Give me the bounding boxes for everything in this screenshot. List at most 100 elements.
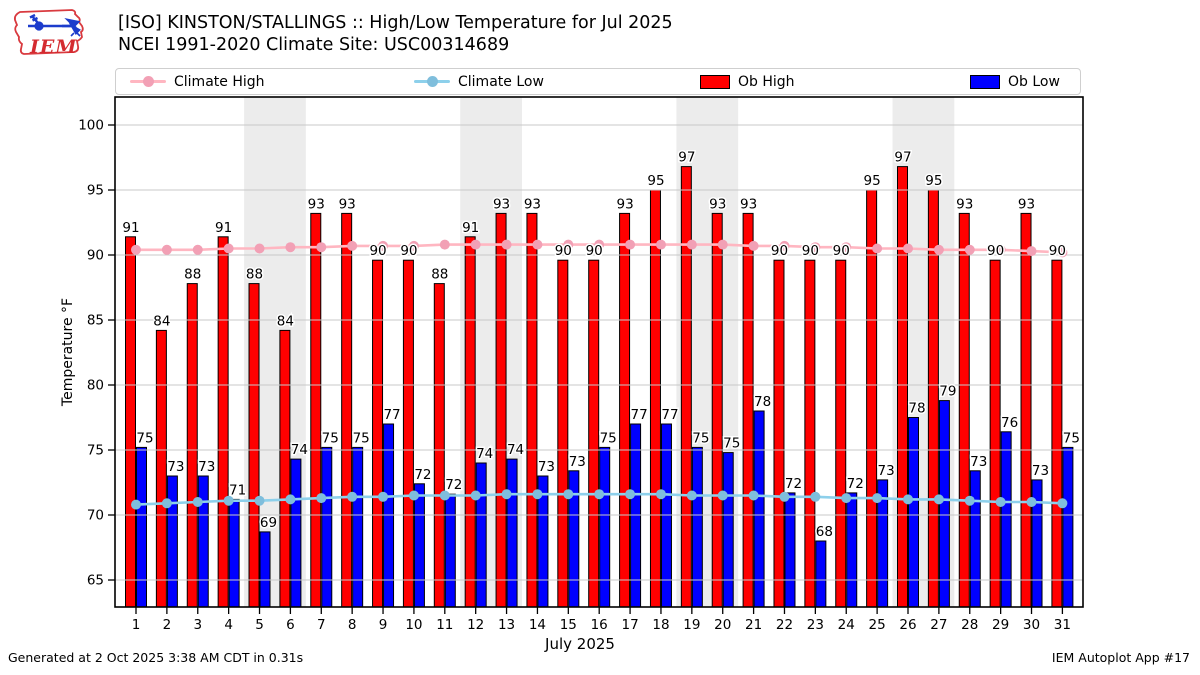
ob-high-bar-day-29 [989,259,1001,608]
climate-marker-day-19 [686,490,697,501]
climate-marker-day-29 [995,497,1006,507]
climate-marker-day-18 [655,239,666,250]
ob-low-bar-day-1 [136,446,147,608]
ob-high-swatch-icon [700,74,730,89]
climate-marker-day-26 [903,494,913,505]
climate-marker-day-12 [470,490,481,501]
x-tick-label-day-4: 4 [224,617,233,633]
ob-high-bar-day-23 [804,259,816,608]
ob-high-label-day-20: 93 [709,196,726,212]
ob-high-label-day-14: 93 [524,196,541,212]
ob-low-bar-day-28 [969,470,981,608]
ob-low-bar-day-7 [321,446,333,608]
ob-high-bar-day-19 [680,166,692,608]
ob-low-bar-day-4 [228,498,240,608]
x-tick-label-day-9: 9 [379,617,388,633]
x-tick-label-day-8: 8 [348,617,357,633]
climate-marker-day-13 [501,489,512,500]
ob-low-label-day-25: 73 [878,463,895,479]
y-tick-label: 70 [87,508,104,524]
ob-low-label-day-18: 77 [661,407,678,423]
x-tick-label-day-18: 18 [652,617,669,633]
climate-marker-day-1 [131,499,141,510]
x-tick-label-day-22: 22 [776,617,793,633]
climate-low-line [131,489,1068,510]
climate-high-line-icon [130,76,166,87]
ob-high-bar-day-22 [773,259,785,608]
ob-high-label-day-5: 88 [246,267,263,283]
climate-marker-day-28 [964,244,975,255]
climate-marker-day-2 [161,244,172,255]
x-tick-label-day-24: 24 [838,617,855,633]
iowa-outline-weathervane-icon [13,9,84,55]
ob-high-bar-day-21 [742,212,754,608]
ob-low-label-day-8: 75 [353,430,370,446]
ob-high-bar-day-31 [1051,259,1063,608]
y-tick-label: 80 [87,378,104,394]
climate-marker-day-20 [717,490,728,501]
ob-low-label-day-21: 78 [754,394,771,410]
ob-low-bar-day-2 [166,475,178,608]
x-tick-label-day-15: 15 [560,617,577,633]
ob-high-label-day-19: 97 [678,150,695,166]
generated-at-text: Generated at 2 Oct 2025 3:38 AM CDT in 0… [8,650,304,665]
ob-high-bar-day-11 [433,283,445,608]
ob-low-label-day-27: 79 [939,384,956,400]
x-tick-label-day-1: 1 [132,617,141,633]
ob-low-label-day-14: 73 [538,459,555,475]
ob-high-label-day-23: 90 [802,243,819,259]
climate-low-line-icon [414,76,450,87]
x-tick-label-day-26: 26 [899,617,916,633]
ob-high-label-day-17: 93 [616,196,633,212]
app-credit-text: IEM Autoplot App #17 [1051,650,1190,665]
climate-marker-day-26 [903,243,913,254]
climate-marker-day-3 [192,244,203,255]
ob-high-bar-day-7 [310,212,322,608]
ob-low-label-day-1: 75 [136,430,153,446]
x-tick-label-day-3: 3 [193,617,202,633]
climate-marker-day-30 [1026,246,1037,257]
climate-marker-day-8 [347,240,358,251]
ob-high-label-day-6: 84 [277,313,294,329]
ob-high-bar-day-2 [155,329,167,608]
ob-low-label-day-19: 75 [692,430,709,446]
ob-high-bar-day-30 [1020,212,1032,608]
ob-low-bar-day-26 [908,417,919,608]
climate-marker-day-23 [810,491,821,502]
ob-low-label-day-29: 76 [1001,415,1018,431]
climate-marker-day-22 [779,240,790,251]
climate-marker-day-1 [131,244,141,255]
x-tick-label-day-27: 27 [930,617,947,633]
x-axis: 1 2 3 4 5 6 7 8 9 10 11 12 13 14 15 16 17 18 19 20 21 22 23 24 2… [132,607,1071,633]
x-tick-label-day-20: 20 [714,617,731,633]
ob-low-label-day-24: 72 [847,476,864,492]
ob-high-label-day-25: 95 [864,173,881,189]
ob-high-bar-day-3 [186,283,198,608]
ob-low-label-day-7: 75 [322,430,339,446]
ob-high-bar-day-28 [958,212,970,608]
legend-item-ob-low: Ob Low [970,69,1060,94]
ob-low-bar-day-19 [691,446,703,608]
y-tick-label: 95 [87,183,104,199]
climate-marker-day-21 [748,240,759,251]
ob-high-label-day-4: 91 [215,220,232,236]
climate-marker-day-9 [378,491,389,502]
ob-low-label-day-30: 73 [1032,463,1049,479]
climate-marker-day-16 [594,489,605,500]
ob-low-label-day-16: 75 [600,430,617,446]
x-tick-label-day-23: 23 [807,617,824,633]
climate-marker-day-27 [933,244,944,255]
ob-low-bar-day-3 [197,475,209,608]
ob-high-bar-day-24 [835,259,847,608]
x-tick-label-day-29: 29 [992,617,1009,633]
ob-high-bar-day-9 [372,259,384,608]
ob-low-label-day-3: 73 [198,459,215,475]
climate-marker-day-31 [1057,247,1068,258]
x-tick-label-day-30: 30 [1023,617,1040,633]
ob-high-label-day-2: 84 [153,313,170,329]
climate-marker-day-9 [378,240,389,251]
climate-marker-day-14 [532,239,543,250]
climate-marker-day-24 [841,493,852,504]
climate-marker-day-2 [161,498,172,509]
